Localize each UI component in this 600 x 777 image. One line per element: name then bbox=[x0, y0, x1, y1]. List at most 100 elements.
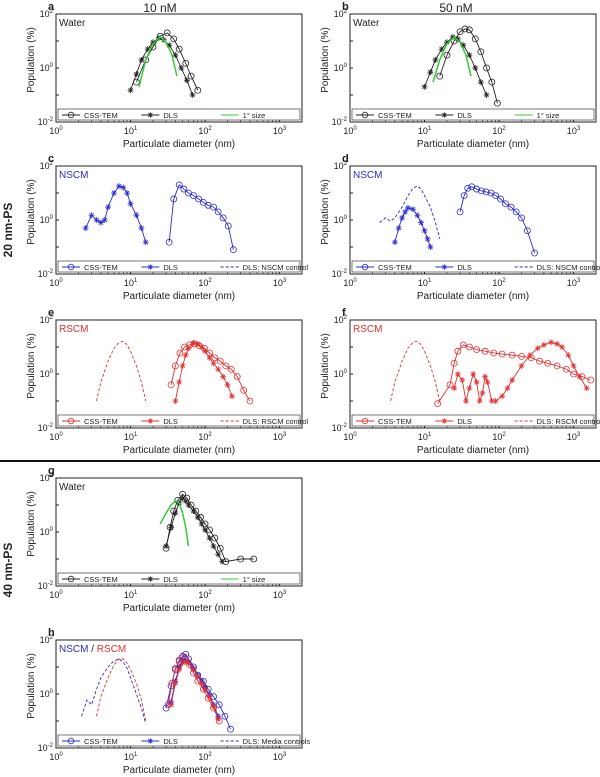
panel-letter: h bbox=[48, 627, 55, 639]
x-tick-label: 100 bbox=[49, 432, 63, 442]
data-point bbox=[194, 514, 201, 521]
legend-marker bbox=[67, 417, 75, 425]
data-point bbox=[215, 551, 222, 558]
legend-marker bbox=[441, 418, 448, 424]
data-point bbox=[477, 79, 484, 86]
data-point bbox=[432, 56, 439, 63]
series-group bbox=[96, 340, 254, 405]
y-axis-label: Population (%) bbox=[26, 333, 37, 399]
series-line bbox=[439, 28, 498, 104]
data-point bbox=[202, 348, 209, 355]
x-tick-label: 100 bbox=[49, 752, 63, 762]
data-point bbox=[176, 349, 184, 357]
medium-tag: NSCM / RSCM bbox=[59, 644, 126, 655]
data-point bbox=[190, 507, 197, 514]
x-tick-label: 100 bbox=[343, 432, 357, 442]
data-point bbox=[189, 92, 196, 98]
data-point bbox=[133, 212, 140, 219]
y-tick-label: 10-2 bbox=[38, 581, 54, 591]
data-point bbox=[219, 558, 226, 565]
x-tick-label: 101 bbox=[124, 590, 138, 600]
legend-marker bbox=[147, 576, 154, 582]
data-point bbox=[163, 543, 170, 550]
x-tick-label: 100 bbox=[49, 126, 63, 136]
data-point bbox=[210, 360, 217, 367]
data-point bbox=[180, 185, 188, 193]
data-point bbox=[185, 502, 192, 508]
data-point bbox=[172, 52, 179, 59]
legend-box bbox=[57, 414, 301, 427]
data-point bbox=[484, 379, 491, 386]
data-point bbox=[88, 212, 95, 219]
data-point bbox=[216, 544, 224, 552]
data-point bbox=[443, 51, 451, 59]
data-point bbox=[190, 340, 197, 347]
legend: CSS-TEM DLS 1° size bbox=[57, 108, 301, 121]
data-point bbox=[171, 362, 179, 370]
data-point bbox=[246, 397, 254, 405]
data-point bbox=[570, 370, 577, 378]
medium-tag: NSCM bbox=[59, 170, 88, 181]
data-point bbox=[414, 212, 421, 219]
legend-box bbox=[351, 414, 595, 427]
y-axis-label: Population (%) bbox=[320, 27, 331, 93]
series-line bbox=[432, 36, 472, 83]
data-point bbox=[465, 343, 473, 351]
column-header-50nm: 50 nM bbox=[439, 1, 472, 15]
medium-tag: RSCM bbox=[59, 324, 88, 335]
x-tick-label: 102 bbox=[492, 278, 506, 288]
series-line bbox=[138, 36, 178, 88]
data-point bbox=[227, 725, 234, 733]
data-point bbox=[210, 543, 217, 550]
data-point bbox=[570, 362, 577, 369]
data-point bbox=[93, 217, 100, 223]
data-point bbox=[562, 365, 570, 373]
data-point bbox=[438, 46, 445, 53]
data-point bbox=[402, 208, 409, 215]
data-point bbox=[470, 371, 477, 377]
data-point bbox=[172, 680, 179, 687]
series-group bbox=[159, 490, 258, 566]
y-axis-label: Population (%) bbox=[26, 491, 37, 557]
legend-label: DLS bbox=[163, 111, 178, 120]
legend-label: DLS: Media controls bbox=[243, 737, 311, 746]
legend-marker bbox=[147, 264, 154, 270]
legend-marker bbox=[67, 737, 75, 745]
x-tick-label: 102 bbox=[492, 126, 506, 136]
data-point bbox=[210, 203, 217, 211]
data-point bbox=[534, 345, 541, 352]
x-tick-label: 102 bbox=[198, 126, 212, 136]
series-group bbox=[390, 339, 595, 408]
y-tick-label: 100 bbox=[40, 63, 54, 73]
data-point bbox=[454, 347, 462, 355]
data-point bbox=[172, 398, 179, 404]
data-point bbox=[176, 379, 183, 386]
data-point bbox=[237, 555, 245, 563]
data-point bbox=[587, 376, 595, 384]
x-tick-label: 100 bbox=[49, 278, 63, 288]
x-tick-label: 100 bbox=[49, 590, 63, 600]
data-point bbox=[168, 701, 175, 708]
x-tick-label: 102 bbox=[198, 590, 212, 600]
x-tick-label: 102 bbox=[198, 752, 212, 762]
data-point bbox=[391, 239, 398, 246]
data-point bbox=[481, 347, 489, 355]
legend-marker bbox=[67, 263, 75, 271]
data-point bbox=[175, 45, 183, 53]
data-point bbox=[482, 373, 489, 380]
data-point bbox=[559, 344, 566, 350]
x-axis-label: Particulate diameter (nm) bbox=[123, 603, 235, 614]
x-tick-label: 101 bbox=[418, 432, 432, 442]
x-tick-label: 103 bbox=[273, 126, 287, 136]
legend-label: 1° size bbox=[243, 575, 266, 584]
legend-marker bbox=[441, 264, 448, 270]
data-point bbox=[110, 190, 117, 196]
data-point bbox=[185, 660, 192, 667]
data-point bbox=[518, 352, 525, 360]
data-point bbox=[183, 77, 190, 84]
legend-marker bbox=[147, 112, 154, 118]
panel-letter: g bbox=[48, 465, 55, 477]
data-point bbox=[531, 249, 539, 257]
